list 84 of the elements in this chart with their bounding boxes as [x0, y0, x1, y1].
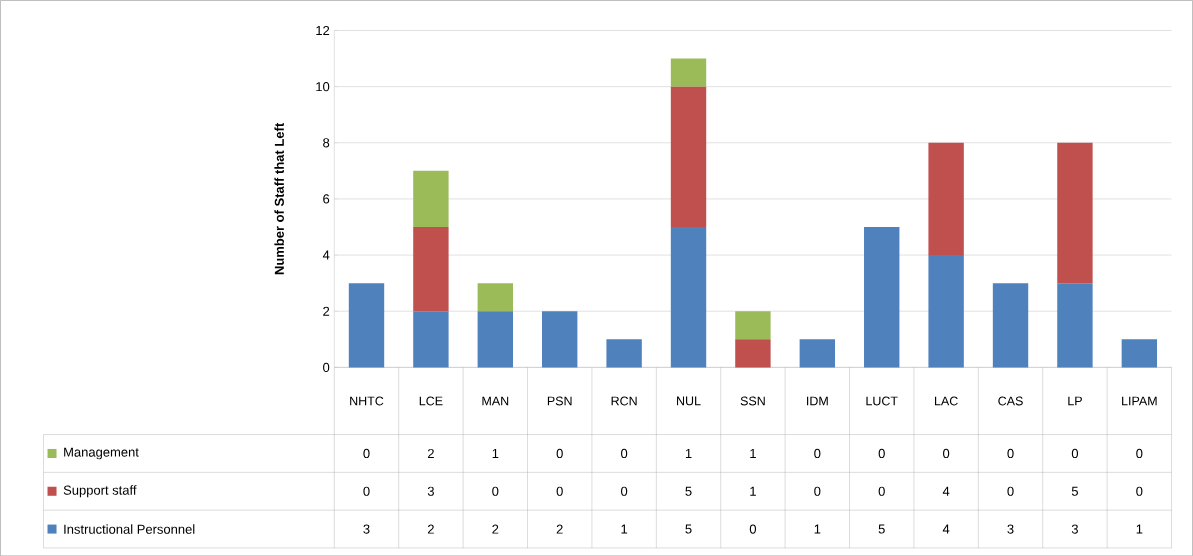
bar — [670, 86, 707, 227]
y-tick-label: 8 — [323, 138, 330, 148]
bar — [992, 283, 1029, 368]
bar — [799, 339, 836, 368]
bar — [477, 311, 513, 368]
data-label: 0 — [814, 486, 821, 496]
x-tick-label: LP — [1068, 396, 1082, 406]
data-label: 0 — [556, 448, 563, 458]
x-tick-label: LAC — [935, 396, 958, 406]
bar — [735, 311, 771, 340]
data-label: 0 — [1007, 486, 1014, 496]
data-label: 4 — [942, 524, 950, 534]
bar — [928, 254, 964, 368]
data-label: 4 — [942, 486, 950, 496]
data-label: 5 — [685, 486, 692, 496]
x-tick-label: LUCT — [866, 396, 898, 406]
data-label: 3 — [363, 524, 370, 534]
bar — [670, 226, 707, 368]
bar — [670, 58, 707, 87]
x-tick-label: LCE — [419, 396, 443, 406]
data-label: 0 — [492, 486, 499, 496]
data-label: 1 — [685, 448, 692, 458]
bar — [413, 226, 449, 312]
data-label: 0 — [1007, 448, 1014, 458]
x-tick-label: MAN — [482, 396, 509, 406]
bar — [413, 170, 449, 227]
bar — [1057, 142, 1093, 284]
data-label: 0 — [749, 524, 757, 534]
data-label: 0 — [621, 448, 628, 458]
data-label: 2 — [427, 448, 434, 458]
bar — [928, 142, 964, 255]
bar — [735, 339, 771, 368]
data-label: 5 — [878, 524, 885, 534]
data-label: 1 — [492, 448, 499, 458]
y-tick-label: 4 — [322, 250, 330, 260]
legend-label: Instructional Personnel — [64, 524, 195, 534]
y-tick-label: 0 — [323, 362, 330, 372]
legend-label: Support staff — [63, 485, 137, 498]
data-label: 2 — [492, 524, 499, 534]
data-label: 1 — [750, 448, 756, 458]
data-label: 1 — [750, 486, 756, 496]
x-tick-label: IDM — [807, 396, 828, 406]
data-label: 5 — [1071, 486, 1078, 496]
bar — [1121, 339, 1158, 368]
data-label: 3 — [1007, 524, 1014, 534]
x-tick-label: LIPAM — [1122, 396, 1157, 406]
bar — [1057, 283, 1093, 368]
x-tick-label: RCN — [611, 396, 637, 406]
data-label: 1 — [621, 524, 628, 534]
data-label: 0 — [814, 448, 821, 458]
legend-label: Management — [64, 447, 139, 460]
bar — [477, 283, 513, 312]
y-tick-label: 2 — [323, 306, 330, 316]
data-label: 0 — [556, 486, 563, 496]
x-tick-label: SSN — [740, 396, 765, 406]
y-tick-label: 12 — [316, 25, 330, 35]
data-label: 3 — [427, 486, 434, 496]
data-label: 0 — [363, 448, 370, 458]
bar — [348, 283, 385, 368]
data-label: 0 — [1136, 486, 1143, 496]
x-tick-label: CAS — [998, 396, 1023, 406]
x-tick-label: PSN — [547, 396, 572, 406]
data-label: 2 — [556, 524, 563, 534]
x-tick-label: NUL — [677, 396, 701, 406]
x-tick-label: NHTC — [350, 396, 384, 406]
y-axis-title: Number of Staff that Left — [274, 122, 284, 275]
bar — [413, 311, 449, 368]
data-label: 0 — [621, 486, 628, 496]
y-tick-label: 6 — [323, 194, 330, 204]
data-label: 3 — [1071, 524, 1078, 534]
data-label: 5 — [685, 524, 692, 534]
bar — [606, 339, 642, 368]
data-label: 2 — [427, 524, 434, 534]
data-label: 0 — [1136, 448, 1143, 458]
bar — [864, 226, 900, 368]
data-label: 0 — [1071, 448, 1079, 458]
data-label: 0 — [878, 448, 885, 458]
y-tick-label: 10 — [316, 81, 330, 92]
bar — [542, 311, 578, 368]
data-label: 0 — [878, 486, 885, 496]
data-label: 0 — [943, 448, 950, 458]
data-label: 1 — [1136, 524, 1143, 534]
data-label: 1 — [814, 524, 821, 534]
data-label: 0 — [363, 486, 370, 496]
